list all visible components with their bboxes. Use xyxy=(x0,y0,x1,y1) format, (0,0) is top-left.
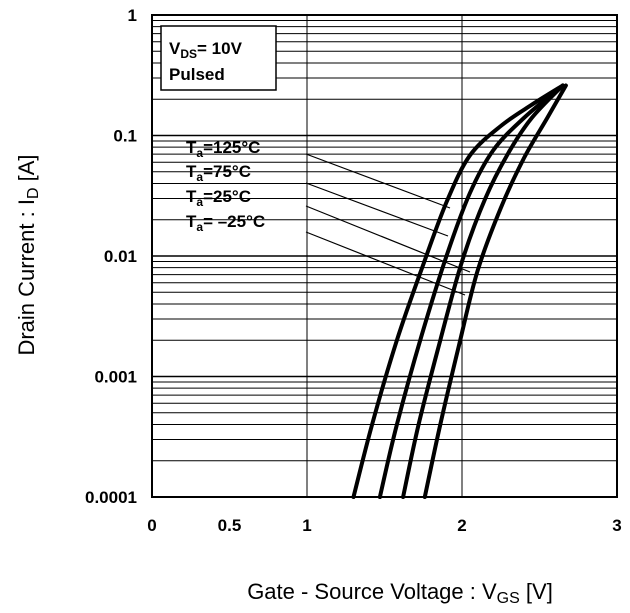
y-tick-label: 0.1 xyxy=(113,127,137,146)
x-tick-label: 1 xyxy=(302,516,311,535)
condition-vds: VDS= 10V xyxy=(169,39,243,61)
condition-box-frame xyxy=(160,25,277,91)
legend-label-2: Ta=75°C xyxy=(186,162,251,184)
x-tick-label: 0.5 xyxy=(218,516,242,535)
legend-leader-3 xyxy=(305,205,471,273)
legend-label-3: Ta=25°C xyxy=(186,187,251,209)
minor-grid xyxy=(152,20,617,462)
x-axis-title: Gate - Source Voltage : VGS [V] xyxy=(247,579,553,607)
series-line-3 xyxy=(401,83,565,499)
series-line-4 xyxy=(422,83,568,499)
condition-box: VDS= 10V Pulsed xyxy=(160,25,277,91)
y-tick-label: 1 xyxy=(128,6,137,25)
y-tick-label: 0.0001 xyxy=(85,488,137,507)
x-tick-label: 0 xyxy=(147,516,156,535)
legend-leader-2 xyxy=(305,182,449,237)
series-line-1 xyxy=(351,83,565,499)
legend-leaders xyxy=(305,153,471,296)
x-tick-labels: 0 0.5 1 2 3 xyxy=(147,516,621,535)
y-tick-label: 0.001 xyxy=(94,368,137,387)
series-lines xyxy=(351,83,568,499)
series-line-2 xyxy=(377,83,565,499)
condition-mode: Pulsed xyxy=(169,65,225,84)
x-tick-label: 2 xyxy=(457,516,466,535)
y-tick-labels: 1 0.1 0.01 0.001 0.0001 xyxy=(85,6,137,507)
y-tick-label: 0.01 xyxy=(104,247,137,266)
legend-leader-4 xyxy=(305,231,466,296)
legend-label-4: Ta= –25°C xyxy=(186,212,265,234)
y-axis-title: Drain Current : ID [A] xyxy=(14,154,42,355)
plot-frame xyxy=(151,14,618,498)
legend-leader-1 xyxy=(305,153,451,209)
x-tick-label: 3 xyxy=(612,516,621,535)
legend-label-1: Ta=125°C xyxy=(186,138,260,160)
legend: Ta=125°CTa=75°C Ta=25°C Ta= –25°C xyxy=(186,138,265,234)
